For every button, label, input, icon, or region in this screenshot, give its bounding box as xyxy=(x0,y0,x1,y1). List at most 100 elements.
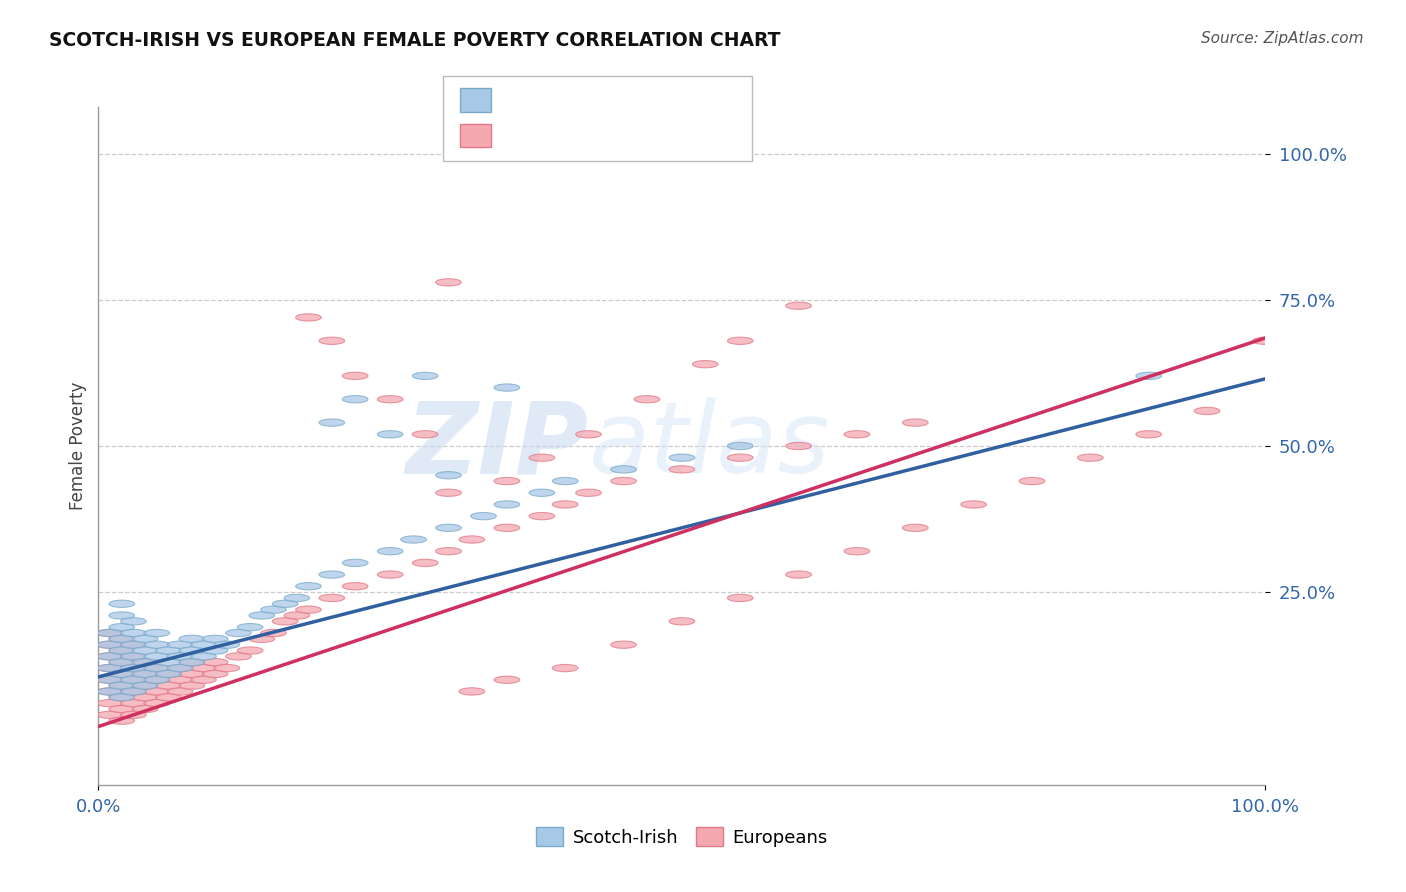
Text: SCOTCH-IRISH VS EUROPEAN FEMALE POVERTY CORRELATION CHART: SCOTCH-IRISH VS EUROPEAN FEMALE POVERTY … xyxy=(49,31,780,50)
Ellipse shape xyxy=(319,571,344,578)
Ellipse shape xyxy=(1136,431,1161,438)
Ellipse shape xyxy=(273,617,298,625)
Ellipse shape xyxy=(108,600,135,607)
Ellipse shape xyxy=(156,682,181,690)
Ellipse shape xyxy=(1077,454,1104,461)
Ellipse shape xyxy=(319,337,344,344)
Ellipse shape xyxy=(436,489,461,496)
Ellipse shape xyxy=(225,630,252,637)
Text: R = 0.558    N = 72: R = 0.558 N = 72 xyxy=(499,87,675,105)
Ellipse shape xyxy=(143,688,170,695)
Ellipse shape xyxy=(108,706,135,713)
Ellipse shape xyxy=(284,612,309,619)
Ellipse shape xyxy=(202,635,228,642)
Ellipse shape xyxy=(132,682,157,690)
Y-axis label: Female Poverty: Female Poverty xyxy=(69,382,87,510)
Ellipse shape xyxy=(436,278,461,286)
Ellipse shape xyxy=(214,641,239,648)
Ellipse shape xyxy=(342,396,368,403)
Ellipse shape xyxy=(121,617,146,625)
Ellipse shape xyxy=(97,688,122,695)
Ellipse shape xyxy=(121,653,146,660)
Ellipse shape xyxy=(121,665,146,672)
Ellipse shape xyxy=(786,442,811,450)
Ellipse shape xyxy=(260,606,287,614)
Ellipse shape xyxy=(108,670,135,678)
Ellipse shape xyxy=(249,635,274,642)
Ellipse shape xyxy=(191,665,217,672)
Ellipse shape xyxy=(132,670,157,678)
Ellipse shape xyxy=(179,682,205,690)
Ellipse shape xyxy=(97,653,122,660)
Ellipse shape xyxy=(960,500,987,508)
Ellipse shape xyxy=(401,536,426,543)
Ellipse shape xyxy=(202,670,228,678)
Ellipse shape xyxy=(97,711,122,718)
Ellipse shape xyxy=(143,699,170,706)
Ellipse shape xyxy=(225,653,252,660)
Text: atlas: atlas xyxy=(589,398,830,494)
Ellipse shape xyxy=(458,688,485,695)
Ellipse shape xyxy=(610,466,637,473)
Ellipse shape xyxy=(436,548,461,555)
Ellipse shape xyxy=(494,524,520,532)
Ellipse shape xyxy=(238,624,263,631)
Ellipse shape xyxy=(727,594,754,601)
Ellipse shape xyxy=(156,647,181,654)
Ellipse shape xyxy=(319,594,344,601)
Ellipse shape xyxy=(202,658,228,665)
Ellipse shape xyxy=(342,582,368,590)
Ellipse shape xyxy=(167,688,193,695)
Ellipse shape xyxy=(669,466,695,473)
Ellipse shape xyxy=(121,699,146,706)
Ellipse shape xyxy=(132,658,157,665)
Ellipse shape xyxy=(1136,372,1161,379)
Ellipse shape xyxy=(143,630,170,637)
Ellipse shape xyxy=(295,606,322,614)
Ellipse shape xyxy=(494,676,520,683)
Ellipse shape xyxy=(844,548,870,555)
Ellipse shape xyxy=(167,676,193,683)
Ellipse shape xyxy=(1194,408,1220,415)
Ellipse shape xyxy=(121,641,146,648)
Ellipse shape xyxy=(553,665,578,672)
Ellipse shape xyxy=(167,653,193,660)
Ellipse shape xyxy=(377,548,404,555)
Ellipse shape xyxy=(121,630,146,637)
Ellipse shape xyxy=(108,658,135,665)
Ellipse shape xyxy=(903,419,928,426)
Ellipse shape xyxy=(214,665,239,672)
Ellipse shape xyxy=(179,658,205,665)
Ellipse shape xyxy=(121,711,146,718)
Ellipse shape xyxy=(529,489,555,496)
Ellipse shape xyxy=(97,676,122,683)
Ellipse shape xyxy=(494,500,520,508)
Ellipse shape xyxy=(108,658,135,665)
Ellipse shape xyxy=(295,314,322,321)
Ellipse shape xyxy=(167,665,193,672)
Ellipse shape xyxy=(634,396,659,403)
Ellipse shape xyxy=(143,676,170,683)
Ellipse shape xyxy=(97,641,122,648)
Ellipse shape xyxy=(97,653,122,660)
Ellipse shape xyxy=(167,665,193,672)
Ellipse shape xyxy=(132,658,157,665)
Ellipse shape xyxy=(132,670,157,678)
Ellipse shape xyxy=(108,635,135,642)
Ellipse shape xyxy=(575,431,602,438)
Ellipse shape xyxy=(342,559,368,566)
Ellipse shape xyxy=(108,647,135,654)
Ellipse shape xyxy=(692,360,718,368)
Ellipse shape xyxy=(377,431,404,438)
Ellipse shape xyxy=(610,641,637,648)
Ellipse shape xyxy=(156,658,181,665)
Text: Source: ZipAtlas.com: Source: ZipAtlas.com xyxy=(1201,31,1364,46)
Ellipse shape xyxy=(132,635,157,642)
Ellipse shape xyxy=(238,647,263,654)
Ellipse shape xyxy=(108,670,135,678)
Ellipse shape xyxy=(377,571,404,578)
Ellipse shape xyxy=(191,676,217,683)
Ellipse shape xyxy=(610,477,637,484)
Ellipse shape xyxy=(786,302,811,310)
Ellipse shape xyxy=(121,653,146,660)
